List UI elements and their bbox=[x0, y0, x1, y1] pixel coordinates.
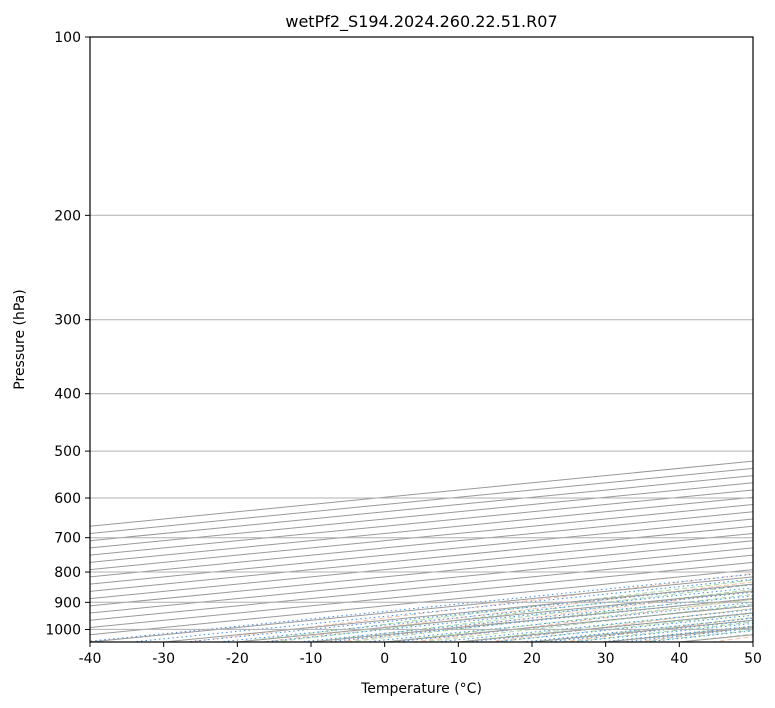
mixing-ratio-line bbox=[90, 573, 753, 642]
x-tick-label: 0 bbox=[380, 651, 389, 667]
isotherm-line bbox=[163, 583, 753, 642]
chart-title: wetPf2_S194.2024.260.22.51.R07 bbox=[285, 12, 557, 32]
isotherm-line bbox=[90, 504, 753, 571]
isotherm-line bbox=[90, 525, 753, 592]
y-tick-label: 900 bbox=[54, 595, 81, 611]
x-tick-label: 40 bbox=[670, 651, 688, 667]
y-tick-label: 400 bbox=[54, 387, 81, 403]
dry-adiabat-line bbox=[562, 616, 753, 642]
mixing-ratio-line bbox=[436, 609, 753, 642]
y-tick-label: 600 bbox=[54, 491, 81, 507]
y-tick-label: 200 bbox=[54, 208, 81, 224]
isotherm-line bbox=[90, 547, 753, 614]
x-tick-label: 50 bbox=[744, 651, 762, 667]
x-tick-label: 10 bbox=[449, 651, 467, 667]
plot-frame bbox=[89, 36, 754, 643]
isotherm-line bbox=[90, 489, 753, 556]
y-tick-label: 300 bbox=[54, 313, 81, 329]
dry-adiabat-line bbox=[412, 598, 753, 642]
y-tick-label: 700 bbox=[54, 531, 81, 547]
mixing-ratio-line bbox=[522, 617, 753, 642]
x-tick-label: -20 bbox=[226, 651, 249, 667]
moist-adiabat-line bbox=[237, 579, 753, 642]
moist-adiabat-line bbox=[347, 593, 753, 642]
isotherm-line bbox=[90, 482, 753, 549]
x-axis-label: Temperature (°C) bbox=[360, 681, 482, 697]
isotherm-line bbox=[90, 460, 753, 527]
isotherm-line bbox=[90, 576, 753, 642]
isotherm-line bbox=[90, 518, 753, 585]
mixing-ratio-line bbox=[299, 595, 753, 642]
dry-adiabat-line bbox=[263, 581, 753, 642]
isotherm-line bbox=[605, 627, 753, 642]
y-tick-label: 800 bbox=[54, 565, 81, 581]
x-tick-label: -40 bbox=[79, 651, 102, 667]
x-tick-label: 30 bbox=[597, 651, 615, 667]
y-axis-label: Pressure (hPa) bbox=[12, 289, 28, 389]
isotherm-line bbox=[458, 612, 753, 642]
isotherm-line bbox=[90, 540, 753, 607]
x-tick-label: -10 bbox=[300, 651, 323, 667]
moist-adiabat-line bbox=[495, 612, 753, 642]
moist-adiabat-line bbox=[384, 598, 753, 642]
moist-adiabat-line bbox=[642, 629, 753, 642]
y-tick-label: 100 bbox=[54, 30, 81, 46]
isotherm-line bbox=[90, 496, 753, 563]
x-tick-label: 20 bbox=[523, 651, 541, 667]
x-tick-label: -30 bbox=[152, 651, 175, 667]
y-tick-label: 500 bbox=[54, 444, 81, 460]
mixing-ratio-line bbox=[185, 584, 753, 642]
isotherm-line bbox=[90, 475, 753, 542]
dry-adiabat-line bbox=[487, 607, 753, 642]
mixing-ratio-line bbox=[546, 620, 753, 642]
isotherm-line bbox=[90, 561, 753, 629]
isotherm-line bbox=[90, 511, 753, 578]
isotherm-line bbox=[237, 590, 753, 642]
moist-adiabat-line bbox=[458, 608, 753, 642]
isotherm-line bbox=[90, 532, 753, 600]
moist-adiabat-line bbox=[274, 584, 753, 642]
isotherm-line bbox=[310, 598, 753, 642]
moist-adiabat-line bbox=[605, 625, 753, 642]
moist-adiabat-line bbox=[310, 588, 753, 642]
moist-adiabat-line bbox=[679, 633, 753, 642]
isotherm-line bbox=[90, 554, 753, 621]
isotherm-line bbox=[752, 641, 753, 642]
isotherm-line bbox=[679, 634, 753, 642]
y-tick-label: 1000 bbox=[45, 622, 81, 638]
dry-adiabat-line bbox=[636, 626, 753, 642]
isotherm-line bbox=[90, 467, 753, 534]
moist-adiabat-line bbox=[568, 621, 753, 642]
mixing-ratio-line bbox=[492, 614, 753, 642]
dry-adiabat-line bbox=[338, 589, 753, 642]
dry-adiabat-line bbox=[188, 572, 753, 642]
